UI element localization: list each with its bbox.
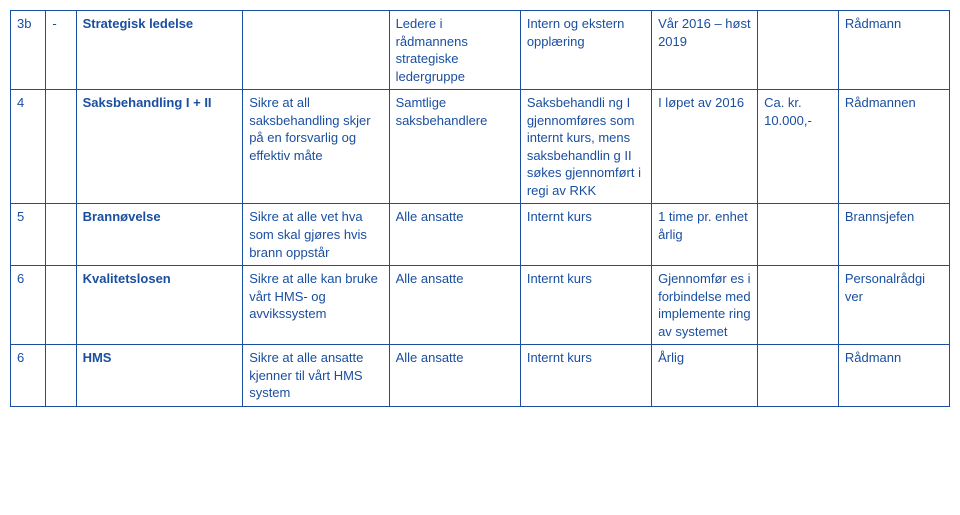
table-cell: Alle ansatte	[389, 204, 520, 266]
table-cell: Rådmann	[838, 345, 949, 407]
table-cell: 6	[11, 266, 46, 345]
table-cell	[758, 266, 839, 345]
table-cell: I løpet av 2016	[652, 90, 758, 204]
activity-table: 3b-Strategisk ledelse Ledere i rådmannens…	[10, 10, 950, 407]
table-cell: Intern og ekstern opplæring	[520, 11, 651, 90]
table-cell: 4	[11, 90, 46, 204]
table-cell	[46, 345, 76, 407]
table-cell: Sikre at alle vet hva som skal gjøres hv…	[243, 204, 389, 266]
table-cell	[758, 204, 839, 266]
table-cell: Sikre at all saksbehandling skjer på en …	[243, 90, 389, 204]
table-cell: Brannøvelse	[76, 204, 243, 266]
table-cell: 1 time pr. enhet årlig	[652, 204, 758, 266]
table-cell	[46, 266, 76, 345]
table-cell: Saksbehandli ng I gjennomføres som inter…	[520, 90, 651, 204]
table-cell: Kvalitetslosen	[76, 266, 243, 345]
table-cell: Strategisk ledelse	[76, 11, 243, 90]
table-cell: Årlig	[652, 345, 758, 407]
table-row: 6 HMSSikre at alle ansatte kjenner til vå…	[11, 345, 950, 407]
table-cell: 5	[11, 204, 46, 266]
table-body: 3b-Strategisk ledelse Ledere i rådmannens…	[11, 11, 950, 407]
table-cell: Ledere i rådmannens strategiske ledergru…	[389, 11, 520, 90]
table-cell	[46, 204, 76, 266]
table-cell: Gjennomfør es i forbindelse med implemen…	[652, 266, 758, 345]
table-cell: Rådmann	[838, 11, 949, 90]
table-cell: Vår 2016 – høst 2019	[652, 11, 758, 90]
table-cell: 6	[11, 345, 46, 407]
table-cell	[758, 11, 839, 90]
table-row: 4 Saksbehandling I + IISikre at all saksb…	[11, 90, 950, 204]
table-row: 5 BrannøvelseSikre at alle vet hva som sk…	[11, 204, 950, 266]
table-cell: Brannsjefen	[838, 204, 949, 266]
table-cell: Rådmannen	[838, 90, 949, 204]
table-cell: Internt kurs	[520, 266, 651, 345]
table-cell: Ca. kr. 10.000,-	[758, 90, 839, 204]
table-cell	[46, 90, 76, 204]
table-cell	[758, 345, 839, 407]
table-cell: Internt kurs	[520, 204, 651, 266]
table-row: 6 KvalitetslosenSikre at alle kan bruke v…	[11, 266, 950, 345]
table-row: 3b-Strategisk ledelse Ledere i rådmannens…	[11, 11, 950, 90]
table-cell: Personalrådgi ver	[838, 266, 949, 345]
table-cell: Alle ansatte	[389, 266, 520, 345]
table-cell: Sikre at alle kan bruke vårt HMS- og avv…	[243, 266, 389, 345]
table-cell: HMS	[76, 345, 243, 407]
table-cell: Sikre at alle ansatte kjenner til vårt H…	[243, 345, 389, 407]
table-cell: Saksbehandling I + II	[76, 90, 243, 204]
table-cell: Samtlige saksbehandlere	[389, 90, 520, 204]
table-cell: Alle ansatte	[389, 345, 520, 407]
table-cell: Internt kurs	[520, 345, 651, 407]
table-cell: 3b	[11, 11, 46, 90]
table-cell: -	[46, 11, 76, 90]
table-cell	[243, 11, 389, 90]
